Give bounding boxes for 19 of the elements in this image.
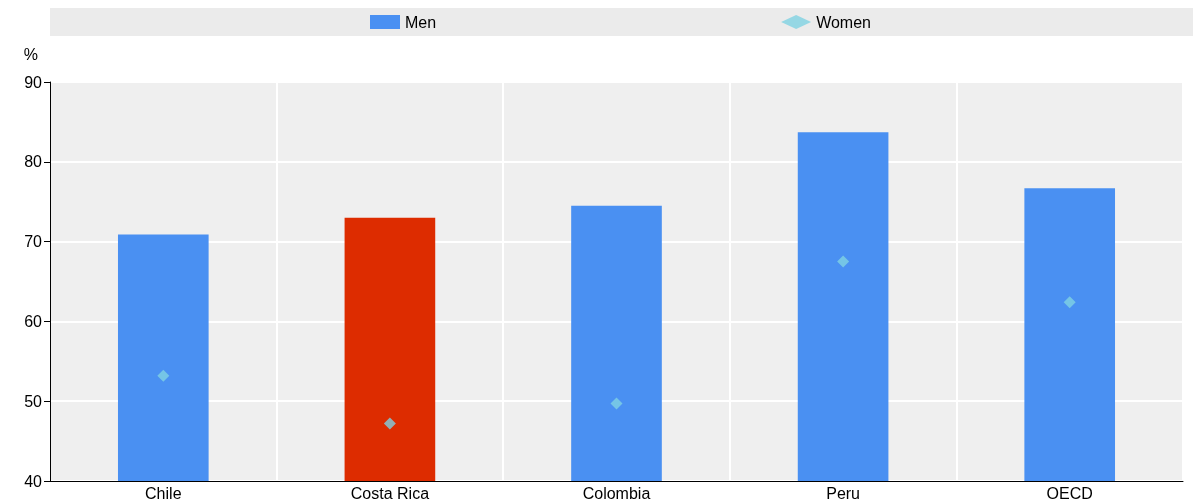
point bbox=[1063, 296, 1076, 309]
legend-label: Women bbox=[816, 13, 871, 31]
point bbox=[837, 255, 850, 268]
legend-label: Men bbox=[405, 13, 437, 31]
y-tick-label: 50 bbox=[24, 392, 43, 410]
x-tick-label: Colombia bbox=[582, 484, 651, 502]
point bbox=[610, 397, 623, 410]
y-tick-label: 80 bbox=[24, 153, 43, 171]
x-tick-label: OECD bbox=[1046, 484, 1093, 502]
x-tick-label: Chile bbox=[145, 484, 182, 502]
y-tick-label: 60 bbox=[24, 312, 43, 330]
point bbox=[383, 417, 396, 430]
y-tick-label: 40 bbox=[24, 472, 43, 490]
x-tick-label: Peru bbox=[826, 484, 860, 502]
y-tick-label: 70 bbox=[24, 233, 43, 251]
y-tick-label: 90 bbox=[24, 73, 43, 91]
point bbox=[157, 369, 170, 382]
y-axis-title: % bbox=[23, 45, 38, 63]
x-tick-label: Costa Rica bbox=[350, 484, 430, 502]
